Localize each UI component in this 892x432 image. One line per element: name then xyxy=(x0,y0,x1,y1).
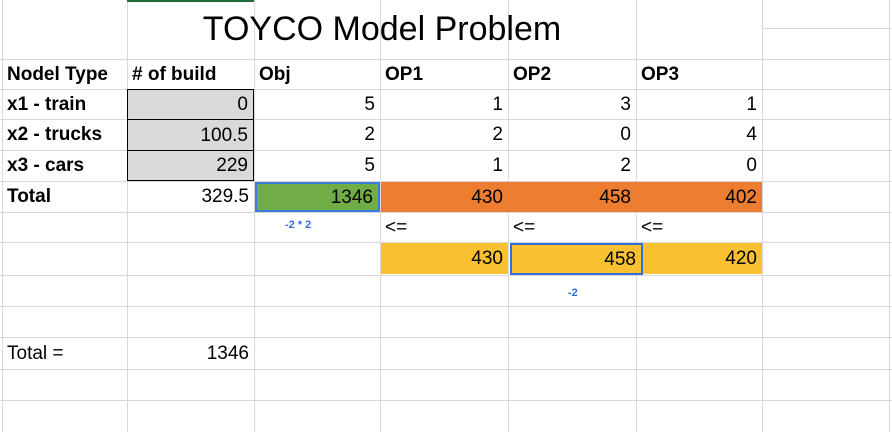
grid-line xyxy=(762,0,763,432)
total-build-cell[interactable]: 329.5 xyxy=(201,186,249,207)
grid-line xyxy=(380,0,381,432)
op1-cell-x2[interactable]: 2 xyxy=(492,124,503,145)
grid-line xyxy=(0,337,892,338)
op2-cell-x3[interactable]: 2 xyxy=(620,155,631,176)
grid-line xyxy=(0,89,892,90)
obj-cell-x2[interactable]: 2 xyxy=(364,124,375,145)
total-label[interactable]: Total xyxy=(7,186,51,207)
column-indicator xyxy=(127,0,254,2)
grid-line xyxy=(0,242,892,243)
row-label-x2[interactable]: x2 - trucks xyxy=(7,124,103,145)
grid-line xyxy=(0,59,892,60)
build-cell-x1[interactable]: 0 xyxy=(127,89,254,120)
op1-cell-x3[interactable]: 1 xyxy=(492,155,503,176)
row-label-x3[interactable]: x3 - cars xyxy=(7,155,85,176)
header-op1[interactable]: OP1 xyxy=(385,63,424,85)
header-obj[interactable]: Obj xyxy=(259,63,291,85)
op2-cell-x2[interactable]: 0 xyxy=(620,124,631,145)
limit-op3-cell[interactable]: 420 xyxy=(643,243,762,274)
grid-line xyxy=(0,150,892,151)
build-cell-x3[interactable]: 229 xyxy=(127,150,254,181)
grid-line xyxy=(762,28,892,29)
grid-line xyxy=(0,400,892,401)
header-op2[interactable]: OP2 xyxy=(513,63,552,85)
summary-label[interactable]: Total = xyxy=(7,342,64,364)
row-label-x1[interactable]: x1 - train xyxy=(7,93,87,115)
grid-line xyxy=(636,0,637,432)
limit-op1-cell[interactable]: 430 xyxy=(381,243,508,274)
obj-cell-x1[interactable]: 5 xyxy=(364,93,375,115)
summary-value[interactable]: 1346 xyxy=(206,342,249,364)
header-op3[interactable]: OP3 xyxy=(641,63,680,85)
limit-op2-cell[interactable]: 458 xyxy=(510,243,643,275)
grid-line xyxy=(0,119,892,120)
build-cell-x2[interactable]: 100.5 xyxy=(127,119,254,151)
grid-line xyxy=(0,212,892,213)
constraint-op3[interactable]: <= xyxy=(641,216,664,238)
grid-line xyxy=(2,0,3,432)
grid-line xyxy=(0,181,892,182)
op3-cell-x2[interactable]: 4 xyxy=(746,124,757,145)
op3-cell-x1[interactable]: 1 xyxy=(746,93,757,115)
op2-cell-x1[interactable]: 3 xyxy=(620,93,631,115)
op1-total-cell[interactable]: 430 xyxy=(381,182,508,212)
constraint-op1[interactable]: <= xyxy=(385,216,408,238)
obj-note: -2 * 2 xyxy=(285,219,312,231)
page-title: TOYCO Model Problem xyxy=(202,10,562,48)
header-num-build[interactable]: # of build xyxy=(132,63,217,85)
obj-cell-x3[interactable]: 5 xyxy=(364,155,375,176)
op1-cell-x1[interactable]: 1 xyxy=(492,93,503,115)
op2-total-cell[interactable]: 458 xyxy=(508,182,636,212)
grid-line xyxy=(0,369,892,370)
grid-line xyxy=(508,0,509,432)
header-node-type[interactable]: Nodel Type xyxy=(7,63,108,85)
op3-total-cell[interactable]: 402 xyxy=(636,182,762,212)
grid-line xyxy=(0,275,892,276)
grid-line xyxy=(889,0,890,432)
grid-line xyxy=(127,0,128,432)
objective-total-cell[interactable]: 1346 xyxy=(255,182,380,212)
op3-cell-x3[interactable]: 0 xyxy=(746,155,757,176)
grid-line xyxy=(254,0,255,432)
op2-note: -2 xyxy=(568,287,578,299)
grid-line xyxy=(0,306,892,307)
constraint-op2[interactable]: <= xyxy=(513,216,536,238)
